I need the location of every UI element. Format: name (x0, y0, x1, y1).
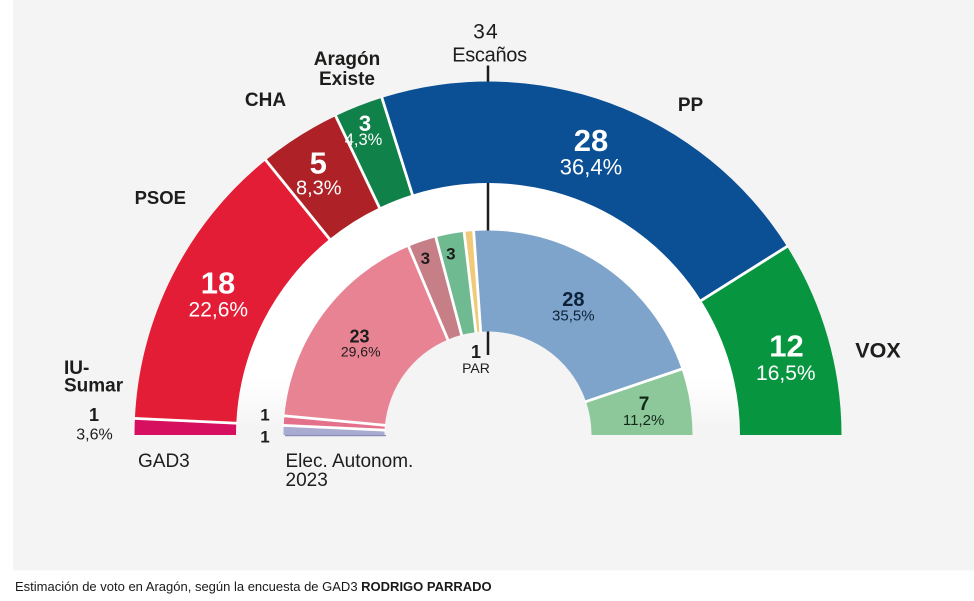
svg-text:Elec. Autonom.: Elec. Autonom. (286, 451, 414, 472)
svg-text:PAR: PAR (462, 360, 490, 376)
svg-text:7: 7 (639, 394, 650, 415)
svg-text:CHA: CHA (245, 90, 286, 111)
svg-text:Escaños: Escaños (452, 45, 527, 67)
svg-text:11,2%: 11,2% (623, 412, 664, 429)
svg-text:22,6%: 22,6% (189, 299, 249, 322)
svg-text:1: 1 (89, 405, 99, 425)
svg-text:4,3%: 4,3% (345, 131, 383, 149)
svg-text:16,5%: 16,5% (756, 362, 816, 385)
svg-text:PSOE: PSOE (135, 187, 186, 208)
svg-text:12: 12 (769, 329, 803, 364)
svg-text:28: 28 (562, 289, 584, 311)
svg-text:1: 1 (471, 342, 481, 362)
svg-text:28: 28 (574, 123, 608, 158)
svg-text:35,5%: 35,5% (552, 308, 595, 325)
svg-text:23: 23 (349, 326, 369, 346)
svg-text:3: 3 (359, 111, 371, 136)
svg-text:18: 18 (201, 266, 235, 301)
svg-text:1: 1 (260, 405, 269, 424)
svg-text:36,4%: 36,4% (560, 155, 622, 180)
svg-text:3: 3 (446, 244, 455, 263)
svg-text:IU-: IU- (64, 358, 89, 379)
svg-text:29,6%: 29,6% (341, 344, 381, 360)
svg-text:PP: PP (678, 95, 704, 116)
svg-text:5: 5 (310, 146, 327, 181)
svg-text:Aragón: Aragón (314, 49, 381, 70)
svg-text:8,3%: 8,3% (296, 178, 342, 200)
svg-text:3: 3 (421, 249, 430, 268)
svg-text:1: 1 (260, 428, 269, 447)
svg-text:2023: 2023 (286, 470, 328, 491)
svg-text:GAD3: GAD3 (138, 451, 190, 472)
svg-text:VOX: VOX (855, 339, 901, 363)
svg-text:Existe: Existe (319, 69, 375, 90)
svg-text:34: 34 (473, 21, 499, 44)
svg-text:3,6%: 3,6% (76, 427, 112, 444)
svg-text:Sumar: Sumar (64, 376, 124, 397)
